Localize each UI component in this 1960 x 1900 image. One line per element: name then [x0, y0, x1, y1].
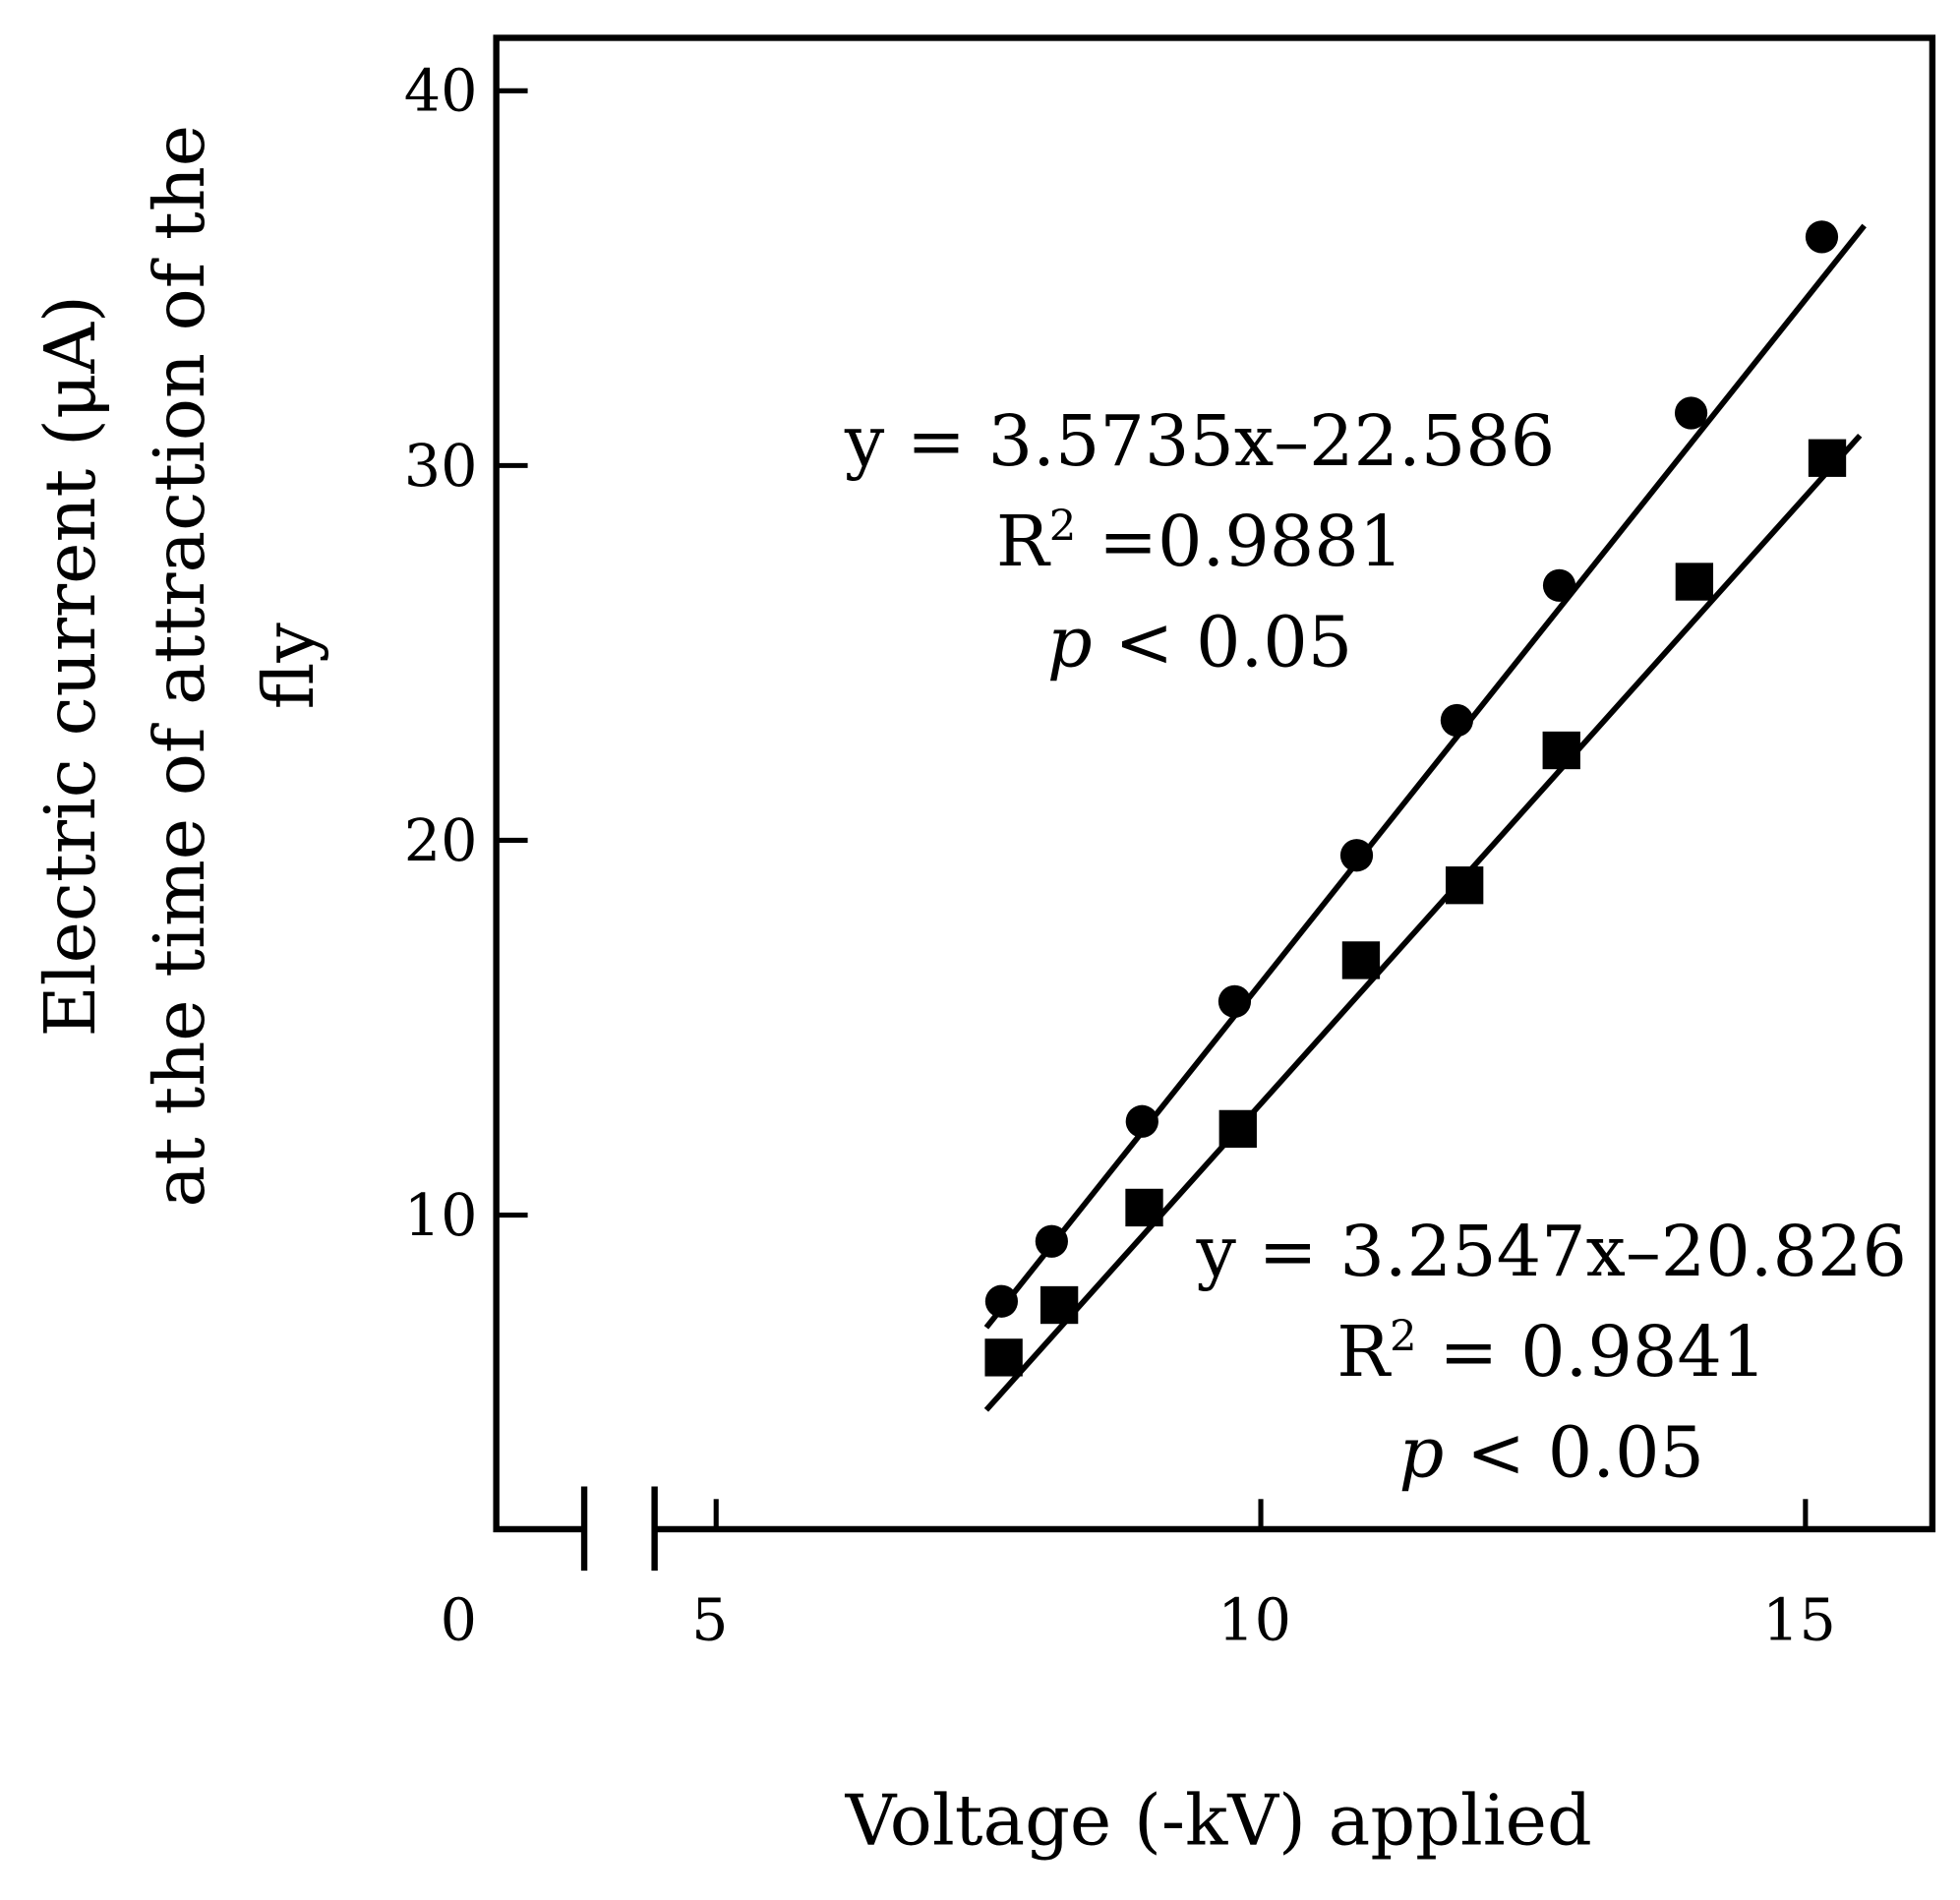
data-point-circle [1805, 220, 1839, 254]
y-tick-label: 20 [404, 806, 478, 874]
data-point-circle [1542, 568, 1576, 602]
data-point-square [1341, 941, 1381, 980]
annotation-series-1: y = 3.5735x–22.586 R2 =0.9881 p < 0.05 [844, 400, 1556, 683]
data-point-square [1039, 1285, 1079, 1325]
p-label: p [1047, 601, 1093, 683]
axis-break-gap [586, 1520, 653, 1538]
y-axis-label-line-1: Electric current (μA) [30, 295, 111, 1037]
data-point-square [1125, 1188, 1163, 1227]
data-point-square [1446, 866, 1484, 905]
data-point-circle [984, 1284, 1019, 1318]
data-point-circle [1218, 984, 1252, 1018]
p-label: p [1399, 1411, 1445, 1493]
p-value: < 0.05 [1444, 1411, 1704, 1493]
data-point-square [1808, 439, 1847, 477]
data-point-circle [1674, 396, 1708, 430]
data-point-square [1675, 563, 1714, 601]
plot-frame [493, 34, 1936, 1533]
y-tick-label: 30 [404, 432, 478, 500]
fit-equation: y = 3.2547x–20.826 [1196, 1211, 1908, 1292]
y-tick-label: 40 [404, 57, 478, 125]
p-value: < 0.05 [1093, 601, 1353, 683]
fit-line-series-2 [983, 433, 1863, 1412]
data-point-square [1542, 731, 1580, 770]
data-point-circle [1440, 703, 1474, 738]
fit-line-series-1 [983, 223, 1867, 1330]
y-tick-label: 10 [404, 1181, 478, 1249]
y-axis-label-line-3: fly [248, 623, 329, 710]
r-squared-label: R [1336, 1311, 1392, 1393]
data-point-square [1218, 1109, 1257, 1149]
annotation-series-2: y = 3.2547x–20.826 R2 = 0.9841 p < 0.05 [1196, 1211, 1908, 1493]
x-tick-label: 10 [1218, 1585, 1291, 1653]
r-squared-label: R [996, 501, 1051, 582]
data-point-circle [1035, 1224, 1068, 1258]
x-axis-label: Voltage (-kV) applied [845, 1780, 1592, 1862]
data-point-circle [1125, 1104, 1158, 1138]
y-axis-label-line-2: at the time of attraction of the [139, 125, 220, 1208]
r-squared-superscript: 2 [1390, 1313, 1417, 1362]
x-tick-label: 15 [1762, 1585, 1836, 1653]
x-tick-label: 5 [691, 1585, 728, 1653]
fit-equation: y = 3.5735x–22.586 [844, 400, 1556, 482]
r-squared-value: = 0.9841 [1417, 1311, 1767, 1393]
data-point-circle [1339, 839, 1374, 872]
r-squared-superscript: 2 [1049, 503, 1077, 552]
r-squared-value: =0.9881 [1076, 501, 1403, 582]
x-origin-label: 0 [441, 1585, 477, 1653]
data-point-square [984, 1338, 1023, 1377]
